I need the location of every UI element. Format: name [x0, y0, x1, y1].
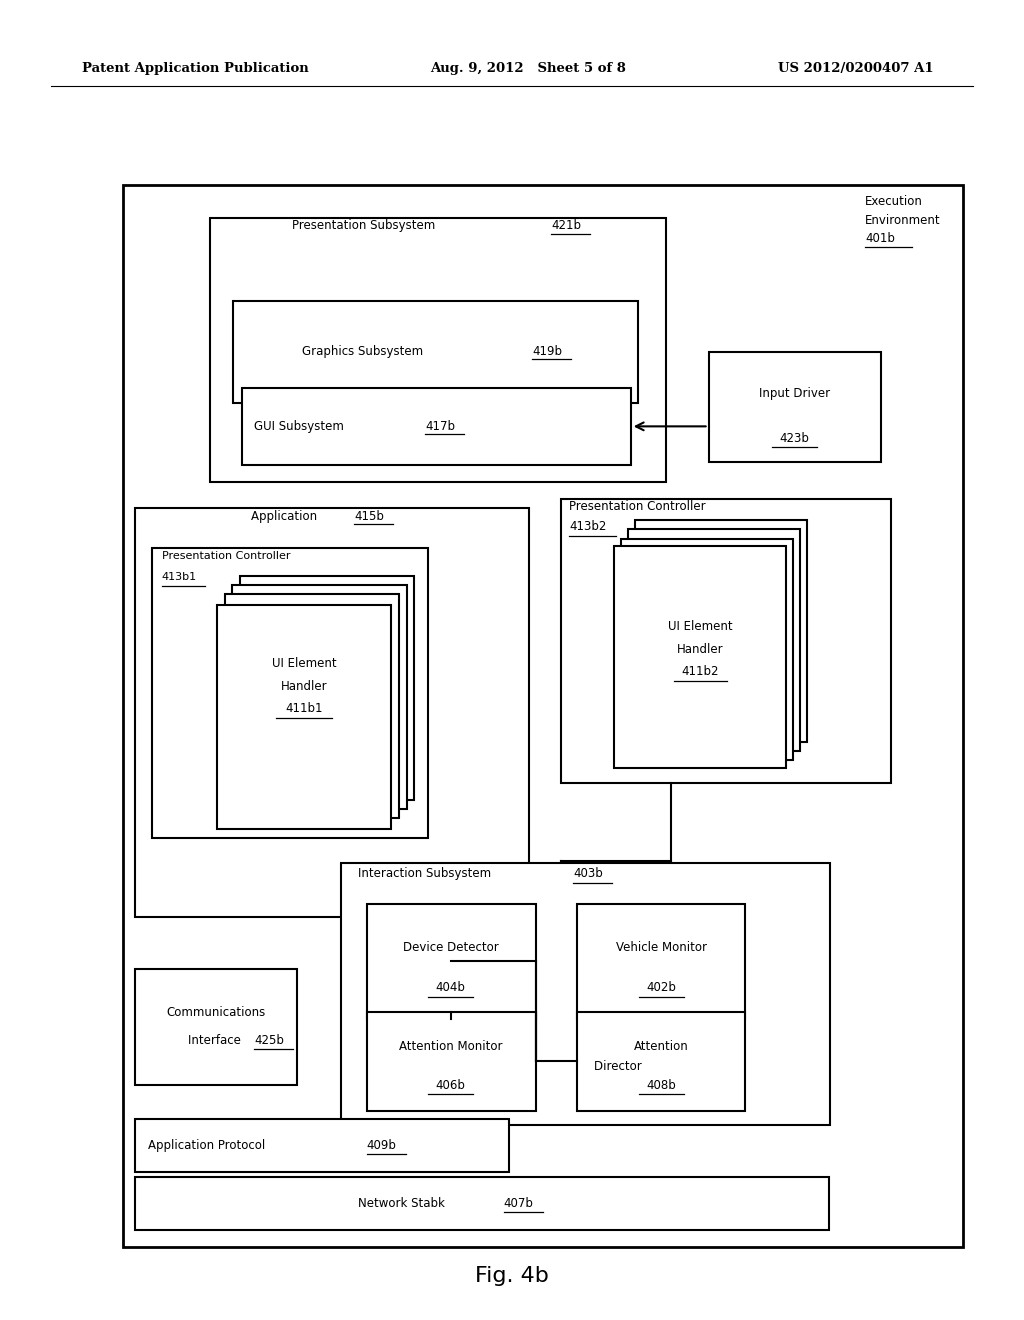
Text: 409b: 409b [367, 1139, 396, 1152]
Text: Interaction Subsystem: Interaction Subsystem [358, 867, 496, 880]
Text: GUI Subsystem: GUI Subsystem [254, 420, 351, 433]
Text: 408b: 408b [646, 1078, 677, 1092]
Bar [628, 529, 800, 751]
Bar [709, 352, 881, 462]
Text: 417b: 417b [425, 420, 455, 433]
Text: Presentation Controller: Presentation Controller [162, 550, 290, 561]
Text: Environment: Environment [865, 214, 941, 227]
Text: Input Driver: Input Driver [759, 387, 830, 400]
Text: Application Protocol: Application Protocol [148, 1139, 269, 1152]
Text: Execution: Execution [865, 195, 924, 209]
Text: Attention Monitor: Attention Monitor [398, 1040, 503, 1053]
Bar [210, 218, 666, 482]
Bar [135, 508, 529, 917]
Bar [577, 1012, 745, 1111]
Text: Aug. 9, 2012   Sheet 5 of 8: Aug. 9, 2012 Sheet 5 of 8 [430, 62, 626, 75]
Text: 407b: 407b [504, 1197, 534, 1210]
Text: 411b2: 411b2 [682, 665, 719, 678]
Text: Vehicle Monitor: Vehicle Monitor [616, 941, 707, 954]
Bar [123, 185, 963, 1247]
Text: Patent Application Publication: Patent Application Publication [82, 62, 308, 75]
Text: Attention: Attention [634, 1040, 689, 1053]
Text: Device Detector: Device Detector [402, 941, 499, 954]
Text: 419b: 419b [532, 345, 562, 358]
Text: 403b: 403b [573, 867, 603, 880]
Text: Application: Application [251, 510, 321, 523]
Bar [135, 1119, 509, 1172]
Text: UI Element: UI Element [668, 620, 733, 634]
Bar [135, 969, 297, 1085]
Text: Fig. 4b: Fig. 4b [475, 1266, 549, 1287]
Text: Graphics Subsystem: Graphics Subsystem [302, 345, 427, 358]
Bar [635, 520, 807, 742]
Text: 404b: 404b [435, 981, 466, 994]
Bar [217, 605, 391, 829]
Text: Presentation Subsystem: Presentation Subsystem [292, 219, 439, 232]
Text: Handler: Handler [281, 680, 328, 693]
Bar [577, 904, 745, 1019]
Bar [561, 499, 891, 783]
Text: 423b: 423b [779, 432, 810, 445]
Bar [367, 904, 536, 1019]
Text: 421b: 421b [551, 219, 581, 232]
Bar [341, 863, 830, 1125]
Bar [135, 1177, 829, 1230]
Bar [614, 546, 786, 768]
Bar [242, 388, 631, 465]
Text: Director: Director [594, 1060, 645, 1073]
Bar [152, 548, 428, 838]
Text: 415b: 415b [354, 510, 384, 523]
Bar [225, 594, 399, 818]
Bar [233, 301, 638, 403]
Bar [240, 576, 414, 800]
Text: 411b1: 411b1 [286, 702, 323, 715]
Text: Network Stabk: Network Stabk [358, 1197, 453, 1210]
Text: 402b: 402b [646, 981, 677, 994]
Text: 413b2: 413b2 [569, 520, 606, 533]
Text: Communications: Communications [167, 1006, 265, 1019]
Text: Interface: Interface [187, 1034, 245, 1047]
Bar [232, 585, 407, 809]
Text: 413b1: 413b1 [162, 572, 197, 582]
Text: Handler: Handler [677, 643, 724, 656]
Bar [621, 539, 793, 760]
Text: Presentation Controller: Presentation Controller [569, 500, 706, 513]
Text: UI Element: UI Element [271, 657, 337, 671]
Bar [367, 1012, 536, 1111]
Text: 406b: 406b [435, 1078, 466, 1092]
Text: 425b: 425b [254, 1034, 284, 1047]
Text: 401b: 401b [865, 232, 895, 246]
Text: US 2012/0200407 A1: US 2012/0200407 A1 [778, 62, 934, 75]
